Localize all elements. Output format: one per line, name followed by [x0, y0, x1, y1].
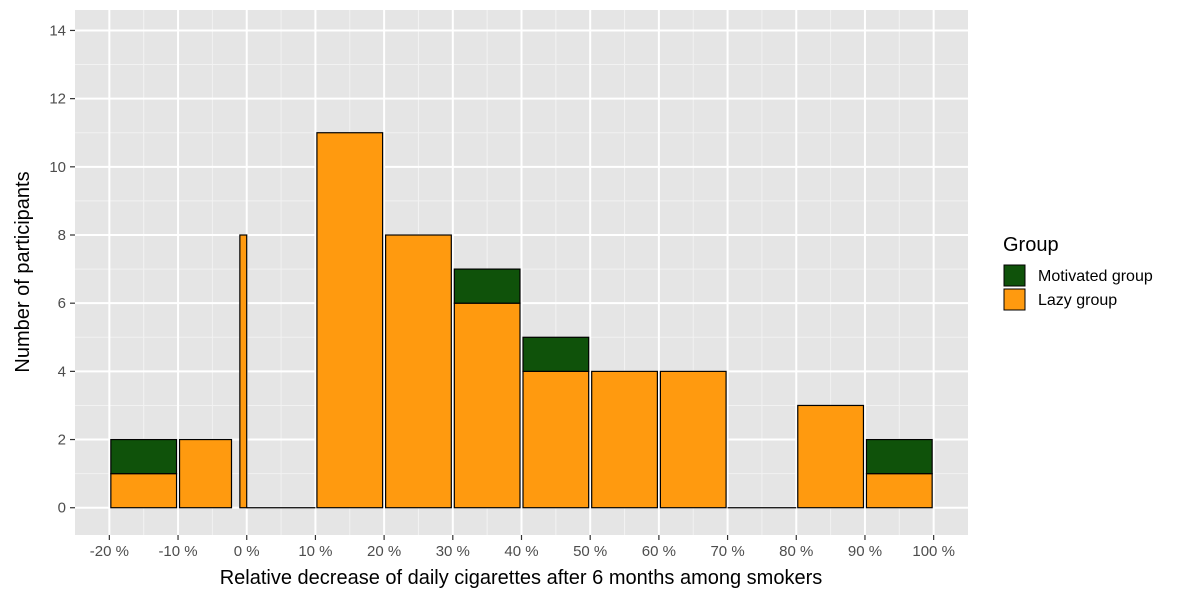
- y-tick-label: 0: [58, 500, 66, 517]
- y-tick-label: 6: [58, 295, 66, 312]
- y-tick-label: 8: [58, 227, 66, 244]
- y-tick-label: 2: [58, 432, 66, 449]
- legend-label: Motivated group: [1038, 268, 1153, 285]
- y-axis: 0 2 4 6 8 10 12 14: [49, 22, 75, 517]
- bar-lazy-group: [659, 370, 727, 509]
- bar-motivated-group: [865, 438, 933, 475]
- bar-lazy-group: [797, 404, 865, 509]
- bar-motivated-group: [522, 336, 590, 372]
- legend-title: Group: [1003, 234, 1059, 256]
- bar-lazy-group: [865, 473, 933, 509]
- legend-key-lazy: [1003, 288, 1026, 311]
- bar-lazy-group: [522, 370, 590, 509]
- x-tick-label: 20 %: [367, 543, 401, 560]
- bar-lazy-group: [178, 438, 233, 509]
- y-tick-label: 10: [49, 159, 66, 176]
- bar-motivated-group: [453, 268, 521, 304]
- legend-label: Lazy group: [1038, 292, 1117, 309]
- x-tick-label: 60 %: [642, 543, 676, 560]
- legend-key-motivated: [1003, 264, 1026, 287]
- bar-lazy-group: [385, 234, 452, 509]
- x-axis-title: Relative decrease of daily cigarettes af…: [220, 567, 823, 589]
- x-tick-label: 80 %: [779, 543, 813, 560]
- x-tick-label: 40 %: [504, 543, 538, 560]
- x-tick-label: 70 %: [710, 543, 744, 560]
- bar-lazy-group: [591, 370, 658, 509]
- y-tick-label: 12: [49, 91, 66, 108]
- y-tick-label: 14: [49, 22, 66, 39]
- x-tick-label: 0 %: [234, 543, 260, 560]
- bars-layer: [110, 132, 933, 509]
- x-tick-label: 50 %: [573, 543, 607, 560]
- x-tick-label: 100 %: [912, 543, 955, 560]
- x-axis: -20 % -10 % 0 % 10 % 20 % 30 % 40 % 50 % 60 % 70 …: [90, 535, 955, 560]
- x-tick-label: 90 %: [848, 543, 882, 560]
- bar-lazy-group: [239, 234, 248, 509]
- y-axis-title: Number of participants: [12, 171, 34, 372]
- legend: Group Motivated group Lazy group: [1003, 234, 1153, 311]
- y-tick-label: 4: [58, 363, 66, 380]
- x-tick-label: -20 %: [90, 543, 129, 560]
- bar-lazy-group: [453, 302, 521, 509]
- bar-lazy-group: [110, 473, 178, 509]
- x-tick-label: 10 %: [298, 543, 332, 560]
- x-tick-label: 30 %: [436, 543, 470, 560]
- bar-lazy-group: [316, 132, 384, 509]
- x-tick-label: -10 %: [158, 543, 197, 560]
- bar-motivated-group: [110, 438, 178, 475]
